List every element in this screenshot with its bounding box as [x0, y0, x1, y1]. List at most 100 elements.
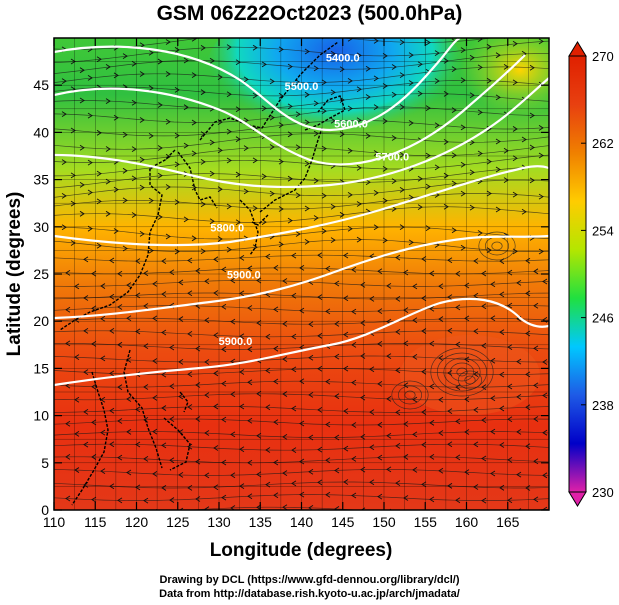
wind-arrow: [105, 63, 111, 70]
x-tick-label: 120: [125, 514, 149, 530]
wind-arrow: [308, 354, 314, 361]
wind-arrow: [360, 507, 366, 510]
wind-arrow: [377, 421, 383, 428]
wind-arrow: [525, 371, 531, 378]
wind-arrow: [490, 357, 496, 364]
wind-arrow: [91, 340, 97, 347]
colorbar-max-arrow: [568, 41, 587, 57]
wind-arrow: [360, 466, 366, 473]
wind-arrow: [360, 353, 366, 359]
wind-arrow: [109, 441, 115, 448]
wind-arrow: [169, 344, 175, 351]
wind-arrow: [200, 201, 206, 208]
wind-arrow: [61, 111, 67, 118]
wind-arrow: [403, 382, 409, 389]
wind-arrow: [542, 359, 548, 365]
wind-arrow: [451, 152, 457, 159]
wind-arrow: [408, 194, 414, 201]
streamline: [54, 393, 549, 401]
wind-arrow: [282, 320, 288, 327]
wind-arrow: [408, 80, 414, 86]
wind-arrow: [126, 396, 132, 402]
wind-arrow: [455, 304, 461, 311]
wind-arrow: [117, 497, 123, 504]
wind-arrow: [351, 266, 357, 273]
wind-arrow: [330, 89, 336, 96]
wind-arrow: [325, 421, 331, 428]
wind-arrow: [143, 270, 149, 277]
wind-arrow: [91, 419, 97, 426]
wind-arrow: [100, 315, 106, 322]
wind-arrow: [87, 112, 93, 119]
wind-arrow: [204, 472, 210, 479]
wind-arrow: [356, 117, 362, 124]
wind-arrow: [377, 493, 383, 500]
wind-arrow: [399, 39, 405, 46]
streamline: [54, 317, 549, 325]
streamline: [54, 456, 549, 464]
wind-arrow: [408, 120, 414, 126]
wind-arrow: [377, 381, 383, 387]
wind-arrow: [209, 57, 215, 64]
wind-arrow: [178, 279, 184, 286]
wind-arrow: [521, 208, 527, 215]
streamline: [54, 66, 549, 83]
wind-arrow: [443, 203, 449, 210]
wind-arrow: [351, 492, 357, 499]
wind-arrow: [365, 179, 371, 186]
wind-arrow: [529, 177, 535, 184]
wind-arrow: [321, 192, 327, 199]
wind-arrow: [395, 296, 401, 302]
wind-arrow: [477, 109, 483, 116]
wind-arrow: [243, 76, 249, 83]
wind-arrow: [174, 199, 180, 205]
wind-arrow: [139, 184, 145, 191]
wind-arrow: [113, 114, 119, 121]
wind-arrow: [373, 75, 379, 82]
circulation-ring: [430, 347, 494, 397]
wind-arrow: [273, 345, 279, 352]
wind-arrow: [165, 71, 171, 77]
wind-arrow: [339, 66, 345, 73]
wind-arrow: [499, 405, 505, 412]
wind-arrow: [477, 38, 483, 43]
wind-arrow: [70, 200, 76, 207]
wind-arrow: [343, 295, 349, 302]
wind-arrow: [464, 315, 470, 322]
wind-arrow: [152, 315, 158, 322]
wind-arrow: [217, 74, 223, 80]
wind-arrow: [169, 383, 175, 390]
wind-arrow: [499, 291, 505, 298]
wind-arrow: [61, 159, 67, 165]
wind-arrow: [495, 206, 501, 213]
wind-arrow: [273, 419, 279, 425]
wind-arrow: [313, 130, 319, 137]
wind-arrow: [295, 144, 301, 151]
wind-arrow: [499, 329, 505, 336]
wind-arrow: [377, 454, 383, 461]
wind-arrow: [74, 431, 80, 437]
wind-arrow: [403, 340, 409, 347]
wind-arrow: [61, 192, 67, 199]
wind-arrow: [429, 340, 435, 347]
wind-arrow: [148, 49, 154, 56]
height-contours: [54, 38, 549, 387]
wind-arrow: [79, 97, 85, 104]
streamline: [54, 305, 549, 312]
wind-arrow: [161, 291, 167, 297]
wind-arrow: [200, 248, 206, 255]
wind-arrow: [334, 393, 340, 400]
wind-arrow: [282, 356, 288, 362]
streamline: [54, 267, 549, 275]
wind-arrow: [204, 392, 210, 399]
wind-arrow: [304, 48, 310, 55]
streamline: [54, 53, 549, 74]
wind-arrow: [399, 224, 405, 230]
wind-arrow: [425, 225, 431, 232]
wind-arrow: [421, 368, 427, 375]
wind-arrow: [157, 172, 163, 179]
wind-arrow: [235, 106, 241, 113]
wind-arrow: [230, 277, 236, 284]
wind-arrow: [386, 353, 392, 360]
wind-arrow: [443, 138, 449, 145]
